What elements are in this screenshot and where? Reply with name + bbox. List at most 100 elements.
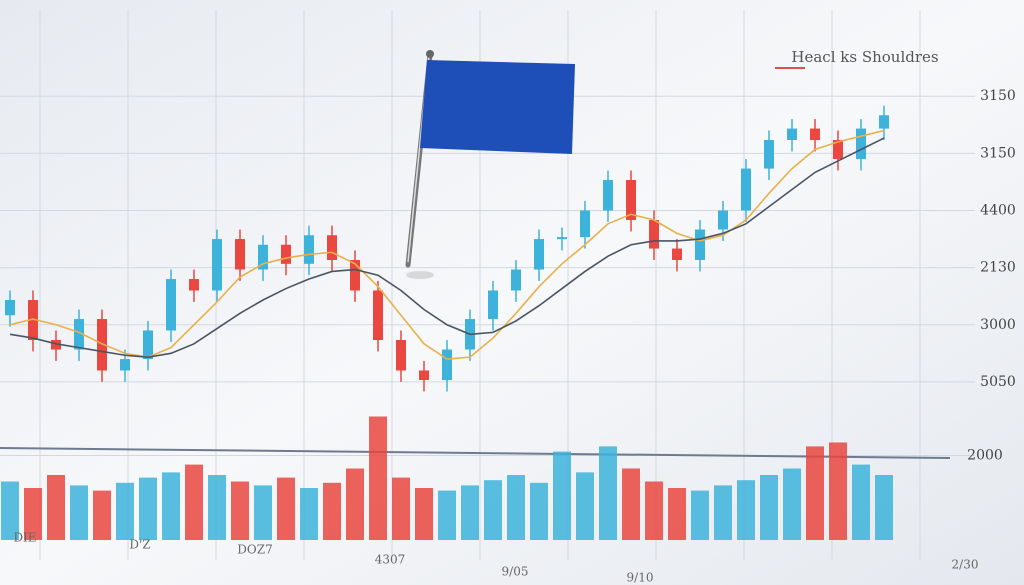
volume-bar bbox=[553, 451, 571, 540]
candle-body bbox=[212, 239, 222, 291]
candle-body bbox=[327, 235, 337, 260]
candle-body bbox=[695, 229, 705, 260]
candle-body bbox=[557, 237, 567, 240]
candle-body bbox=[649, 220, 659, 249]
candle-body bbox=[166, 279, 176, 331]
volume-tick-label: 2000 bbox=[967, 448, 1003, 464]
candle-body bbox=[488, 290, 498, 320]
volume-bar bbox=[622, 468, 640, 540]
volume-bar bbox=[530, 482, 548, 540]
candle-body bbox=[534, 239, 544, 270]
volume-bar bbox=[875, 475, 893, 540]
x-tick-label: DIE bbox=[13, 531, 36, 545]
volume-bar bbox=[369, 416, 387, 540]
candle-body bbox=[741, 168, 751, 211]
candle-body bbox=[603, 180, 613, 211]
candle-body bbox=[718, 210, 728, 230]
candle-body bbox=[51, 340, 61, 350]
candle-body bbox=[350, 260, 360, 291]
flag bbox=[405, 50, 575, 279]
x-tick-label: 9/05 bbox=[502, 565, 529, 579]
plot bbox=[1, 105, 893, 540]
volume-bar bbox=[852, 464, 870, 540]
moving-average-line bbox=[9, 137, 885, 358]
volume-bar bbox=[714, 485, 732, 540]
volume-bar bbox=[461, 485, 479, 540]
flag-cloth bbox=[420, 60, 575, 154]
flag-shadow bbox=[406, 271, 434, 279]
volume-bar bbox=[231, 481, 249, 540]
volume-bar bbox=[1, 481, 19, 540]
x-tick-label: 4307 bbox=[375, 553, 406, 567]
candle-body bbox=[879, 115, 889, 129]
volume-bar bbox=[392, 477, 410, 540]
y-tick-label: 2130 bbox=[980, 260, 1016, 276]
volume-bar bbox=[760, 475, 778, 540]
candle-body bbox=[626, 180, 636, 220]
candle-body bbox=[787, 128, 797, 140]
x-tick-label: D'Z bbox=[129, 538, 150, 552]
candle-body bbox=[258, 244, 268, 270]
volume-bar bbox=[346, 468, 364, 540]
moving-average-line bbox=[9, 129, 885, 360]
volume-bar bbox=[438, 490, 456, 540]
volume-bar bbox=[254, 485, 272, 540]
candle-body bbox=[856, 128, 866, 160]
candle-body bbox=[281, 244, 291, 264]
panel-divider bbox=[0, 447, 951, 459]
chart-title: Heacl ks Shouldres bbox=[791, 48, 938, 66]
y-tick-label: 3000 bbox=[980, 317, 1016, 333]
candle-body bbox=[810, 128, 820, 140]
volume-bar bbox=[507, 475, 525, 540]
volume-bar bbox=[93, 490, 111, 540]
candle-body bbox=[419, 370, 429, 380]
y-tick-label: 5050 bbox=[980, 374, 1016, 390]
volume-bar bbox=[829, 442, 847, 540]
volume-bar bbox=[185, 464, 203, 540]
candle-body bbox=[120, 359, 130, 371]
volume-bar bbox=[783, 468, 801, 540]
candle-body bbox=[5, 300, 15, 316]
candle-body bbox=[28, 300, 38, 340]
volume-bar bbox=[599, 446, 617, 540]
volume-bar bbox=[300, 488, 318, 540]
grid bbox=[0, 10, 975, 560]
candle-body bbox=[97, 319, 107, 371]
volume-bar bbox=[737, 480, 755, 540]
volume-bar bbox=[162, 472, 180, 540]
volume-bar bbox=[47, 475, 65, 540]
x-tick-label: 2/30 bbox=[952, 558, 979, 572]
candle-body bbox=[143, 330, 153, 360]
x-tick-label: DOZ7 bbox=[237, 543, 272, 557]
volume-bar bbox=[415, 488, 433, 540]
y-tick-label: 4400 bbox=[980, 202, 1016, 218]
candle-body bbox=[189, 279, 199, 291]
volume-bar bbox=[484, 480, 502, 540]
volume-bar bbox=[116, 482, 134, 540]
volume-bar bbox=[24, 488, 42, 540]
volume-bar bbox=[208, 475, 226, 540]
candle-body bbox=[235, 239, 245, 270]
candle-body bbox=[304, 235, 314, 264]
candle-body bbox=[373, 290, 383, 340]
candle-body bbox=[396, 340, 406, 371]
volume-bar bbox=[806, 446, 824, 540]
volume-bar bbox=[576, 472, 594, 540]
volume-bar bbox=[323, 482, 341, 540]
candle-body bbox=[833, 140, 843, 160]
candle-body bbox=[442, 349, 452, 380]
candle-body bbox=[580, 210, 590, 238]
y-tick-label: 3150 bbox=[980, 88, 1016, 104]
volume-bar bbox=[668, 488, 686, 540]
volume-bar bbox=[139, 477, 157, 540]
volume-bar bbox=[277, 477, 295, 540]
flag-pole-tip bbox=[426, 50, 434, 58]
candle-body bbox=[672, 248, 682, 260]
candle-body bbox=[511, 269, 521, 291]
volume-bar bbox=[691, 490, 709, 540]
candle-body bbox=[74, 319, 84, 350]
x-tick-label: 9/10 bbox=[627, 571, 654, 585]
volume-bar bbox=[70, 485, 88, 540]
y-tick-label: 3150 bbox=[980, 145, 1016, 161]
